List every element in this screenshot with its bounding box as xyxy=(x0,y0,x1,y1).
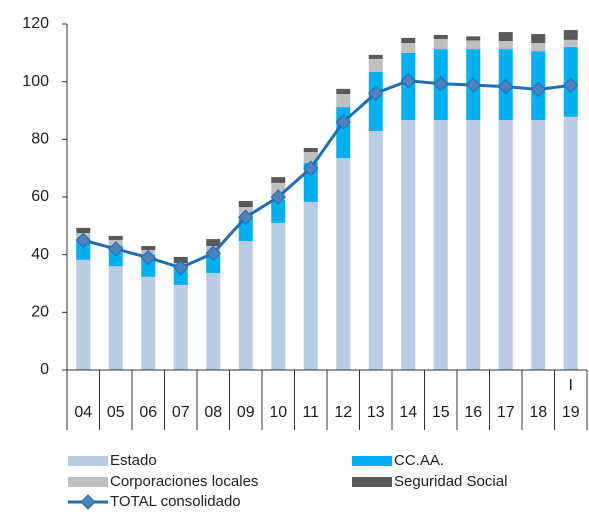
x-tick-label: 13 xyxy=(367,404,385,421)
total-marker xyxy=(270,189,286,205)
y-tick-label: 100 xyxy=(22,73,49,90)
y-tick-label: 120 xyxy=(22,15,49,32)
bar-segment xyxy=(563,116,578,371)
bar-segment xyxy=(433,38,448,50)
total-marker xyxy=(205,245,221,261)
legend-label: TOTAL consolidado xyxy=(110,493,241,510)
bar-segment xyxy=(433,34,448,39)
bar-segment xyxy=(401,43,416,53)
x-tick-label: 16 xyxy=(464,404,482,421)
bar-segment xyxy=(336,94,351,108)
bar-segment xyxy=(563,30,578,40)
bar-segment xyxy=(466,40,481,50)
bar-segment xyxy=(336,88,351,95)
x-tick-label: 05 xyxy=(107,404,125,421)
bar-segment xyxy=(303,201,318,370)
bar-segment xyxy=(336,158,351,370)
bar-segment xyxy=(563,39,578,48)
x-tick-label: 15 xyxy=(432,404,450,421)
y-tick-label: 40 xyxy=(31,246,49,263)
total-marker xyxy=(400,73,416,89)
total-marker xyxy=(173,259,189,276)
total-marker xyxy=(530,81,546,98)
bar-segment xyxy=(368,71,383,131)
total-marker xyxy=(238,209,254,225)
bar-segment xyxy=(433,120,448,370)
x-tick-label: 07 xyxy=(172,404,190,421)
bar-segment xyxy=(531,120,546,370)
legend-swatch xyxy=(68,477,108,487)
bar-segment xyxy=(401,120,416,370)
total-marker xyxy=(498,78,514,95)
y-tick-label: 60 xyxy=(31,188,49,205)
total-marker xyxy=(108,241,124,257)
y-tick-label: 0 xyxy=(40,361,49,378)
bar-segment xyxy=(498,41,513,50)
x-tick-label: 10 xyxy=(269,404,287,421)
legend-swatch xyxy=(352,477,392,487)
legend-swatch xyxy=(68,456,108,466)
x-tick-label: 12 xyxy=(334,404,352,421)
legend-label: Seguridad Social xyxy=(394,473,507,490)
x-tick-label: 17 xyxy=(497,404,515,421)
x-top-label: I xyxy=(569,377,573,394)
bar-segment xyxy=(108,266,123,370)
total-marker xyxy=(335,114,351,130)
x-tick-label: 06 xyxy=(139,404,157,421)
bar-segment xyxy=(466,120,481,370)
bar-segment xyxy=(206,254,221,274)
x-tick-label: 08 xyxy=(204,404,222,421)
total-marker xyxy=(368,85,384,101)
bar-segment xyxy=(368,54,383,59)
bar-segment xyxy=(466,36,481,41)
bar-segment xyxy=(498,120,513,370)
total-marker xyxy=(303,160,319,176)
bar-segment xyxy=(206,239,221,247)
legend-marker xyxy=(80,494,96,510)
bar-segment xyxy=(303,147,318,153)
x-tick-label: 11 xyxy=(302,404,319,421)
x-tick-label: 18 xyxy=(529,404,547,421)
bar-segment xyxy=(108,235,123,240)
bar-segment xyxy=(303,152,318,163)
x-tick-label: 04 xyxy=(74,404,92,421)
bar-segment xyxy=(238,241,253,370)
legend-label: CC.AA. xyxy=(394,452,444,469)
total-marker xyxy=(433,75,449,92)
bar-segment xyxy=(173,284,188,370)
bar-segment xyxy=(531,34,546,44)
total-marker xyxy=(140,249,156,266)
bar-segment xyxy=(76,227,91,234)
bar-segment xyxy=(271,177,286,183)
bar-segment xyxy=(271,222,286,370)
x-tick-label: 09 xyxy=(237,404,255,421)
bar-segment xyxy=(173,267,188,285)
total-line xyxy=(82,79,571,270)
bar-segment xyxy=(368,130,383,370)
bar-segment xyxy=(401,37,416,44)
bar-segment xyxy=(206,273,221,370)
legend-label: Estado xyxy=(110,452,157,469)
x-tick-label: 19 xyxy=(562,404,580,421)
bar-segment xyxy=(271,199,286,223)
bar-segment xyxy=(531,43,546,52)
total-marker xyxy=(465,77,481,93)
y-tick-label: 20 xyxy=(31,304,49,321)
bar-segment xyxy=(141,246,156,251)
total-marker xyxy=(75,232,91,248)
bar-segment xyxy=(238,201,253,208)
bar-segment xyxy=(76,259,91,370)
legend-label: Corporaciones locales xyxy=(110,473,258,490)
total-marker xyxy=(563,77,579,94)
bar-segment xyxy=(368,58,383,72)
bar-segment xyxy=(141,276,156,370)
legend-swatch xyxy=(352,456,392,466)
bar-segment xyxy=(498,32,513,42)
bar-segment xyxy=(76,239,91,260)
y-tick-label: 80 xyxy=(31,131,49,148)
bar-segment xyxy=(238,218,253,242)
x-tick-label: 14 xyxy=(399,404,417,421)
